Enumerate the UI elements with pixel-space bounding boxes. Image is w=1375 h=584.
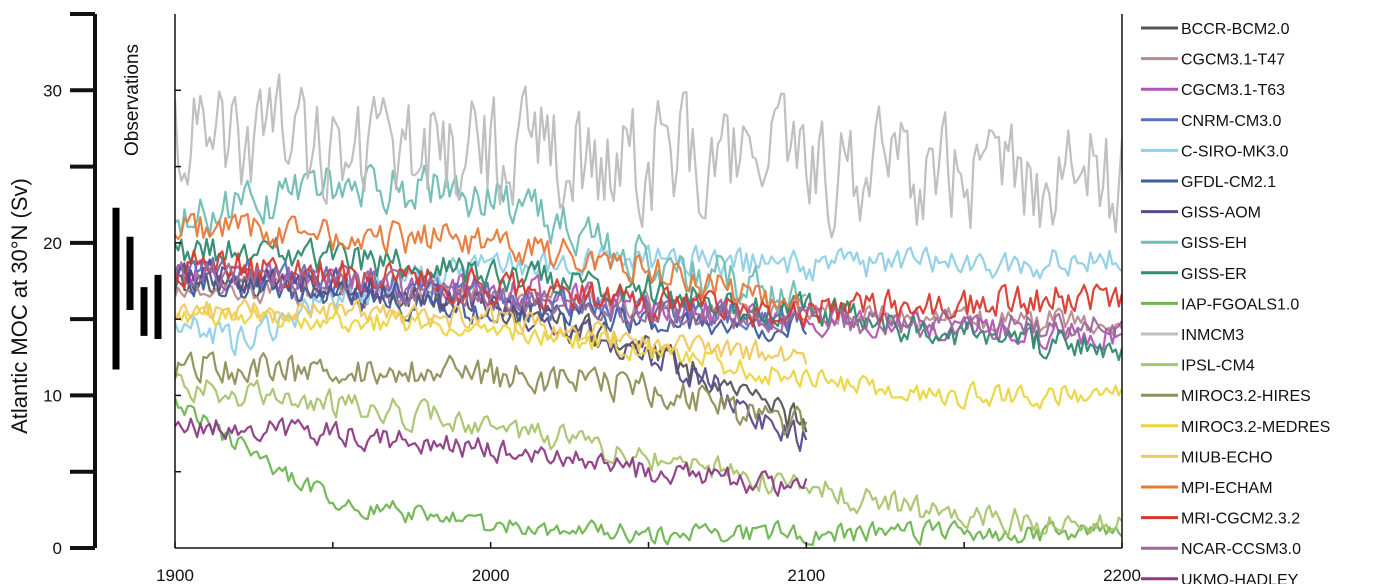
series-line-giss-eh [175, 163, 807, 315]
series-line-iap-fgoals1-0 [175, 397, 1122, 546]
legend-label: UKMO-HADLEY [1181, 572, 1299, 584]
observations-label: Observations [122, 44, 143, 156]
series-line-ipsl-cm4 [175, 373, 1122, 537]
legend-label: GISS-ER [1181, 266, 1247, 283]
y-axis-label: Atlantic MOC at 30°N (Sv) [7, 178, 32, 434]
legend-label: GISS-AOM [1181, 205, 1261, 222]
legend-label: MPI-ECHAM [1181, 480, 1273, 497]
series-line-mpi-echam [175, 212, 807, 322]
observations-panel [112, 207, 162, 370]
legend-label: MIROC3.2-HIRES [1181, 388, 1311, 405]
series-line-miub-echo [175, 298, 808, 365]
x-tick-label: 2100 [787, 566, 825, 584]
legend-label: NCAR-CCSM3.0 [1181, 541, 1301, 558]
series-line-mri-cgcm2-3-2 [175, 249, 1122, 329]
x-axis: 1900 2000 2100 2200 [156, 566, 1141, 584]
plot-frame [174, 14, 1123, 549]
series-line-ukmo-hadley [175, 417, 808, 497]
y-axis: 0 10 20 30 [43, 12, 97, 558]
x-tick-label: 2200 [1103, 566, 1141, 584]
series-line-miroc3-2-hires [175, 351, 808, 436]
legend-label: INMCM3 [1181, 327, 1244, 344]
legend-label: GISS-EH [1181, 235, 1247, 252]
series-line-c-siro-mk3-0 [175, 244, 1122, 357]
legend-label: MRI-CGCM2.3.2 [1181, 511, 1300, 528]
x-tick-label: 2000 [472, 566, 510, 584]
legend-label: MIUB-ECHO [1181, 449, 1273, 466]
x-tick-label: 1900 [156, 566, 194, 584]
series-line-gfdl-cm2-1 [175, 266, 808, 343]
series-line-ncar-ccsm3-0 [175, 262, 1122, 340]
legend-label: IPSL-CM4 [1181, 358, 1255, 375]
legend-label: CGCM3.1-T63 [1181, 82, 1285, 99]
legend-label: C-SIRO-MK3.0 [1181, 143, 1289, 160]
y-tick-label: 20 [43, 234, 62, 253]
legend-label: CGCM3.1-T47 [1181, 52, 1285, 69]
legend-label: MIROC3.2-MEDRES [1181, 419, 1330, 436]
legend: BCCR-BCM2.0 CGCM3.1-T47 CGCM3.1-T63 CNRM-CM… [1141, 21, 1330, 584]
plot-area [175, 73, 1122, 546]
legend-label: IAP-FGOALS1.0 [1181, 296, 1299, 313]
legend-label: BCCR-BCM2.0 [1181, 21, 1290, 38]
series-line-inmcm3 [175, 73, 1122, 239]
y-tick-label: 10 [43, 386, 62, 405]
y-tick-label: 30 [43, 81, 62, 100]
legend-label: CNRM-CM3.0 [1181, 113, 1282, 130]
legend-label: GFDL-CM2.1 [1181, 174, 1276, 191]
y-tick-label: 0 [53, 539, 62, 558]
